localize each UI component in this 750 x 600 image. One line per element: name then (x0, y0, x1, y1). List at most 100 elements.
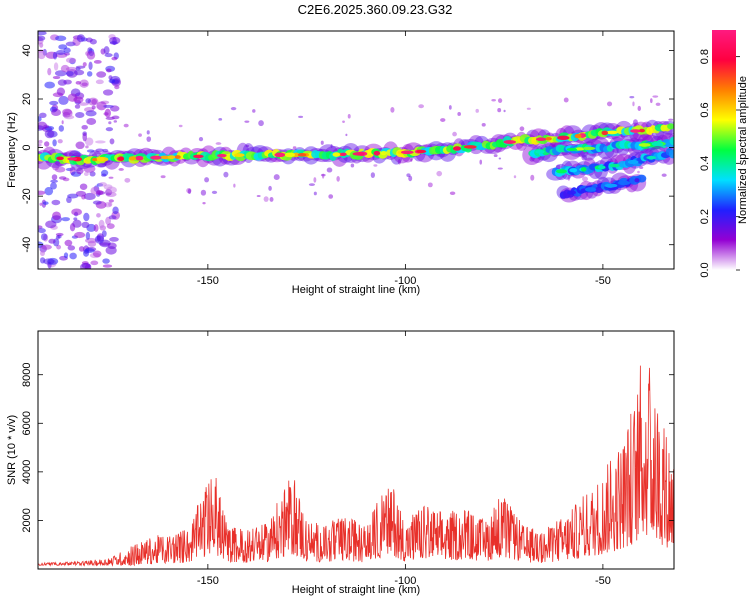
spectrogram-noise-cell (410, 158, 413, 162)
x-tick-label: -50 (595, 575, 611, 587)
spectrogram-noise-cell (81, 124, 88, 130)
spectrogram-noise-cell (633, 119, 638, 126)
spectrogram-noise-cell (58, 125, 64, 132)
spectrogram-peak-cell (630, 129, 641, 133)
spectrogram-noise-cell (84, 263, 91, 269)
spectrogram-noise-cell (273, 174, 280, 181)
spectrogram-noise-cell (112, 206, 119, 215)
spectrogram-noise-cell (93, 224, 99, 232)
spectrogram-noise-cell (52, 75, 61, 80)
spectrogram-noise-cell (51, 199, 61, 206)
spectrogram-noise-cell (38, 143, 42, 147)
spectrogram-peak-cell (627, 159, 639, 165)
spectrogram-noise-cell (436, 170, 443, 177)
spectrogram-noise-cell (313, 191, 317, 196)
spectrogram-noise-cell (96, 213, 101, 218)
spectrogram-noise-cell (108, 121, 112, 125)
spectrogram-peak-cell (150, 155, 162, 160)
spectrogram-noise-cell (330, 144, 333, 148)
spectrogram-peak-cell (416, 149, 427, 154)
spectrogram-noise-cell (96, 190, 104, 196)
spectrogram-peak-cell (581, 167, 587, 172)
spectrogram-peak-cell (96, 157, 105, 162)
snr-x-ticks: -150 -100 -50 (197, 331, 611, 587)
spectrogram-peak-cell (648, 155, 654, 160)
spectrogram-noise-cell (61, 217, 70, 222)
spectrogram-noise-cell (43, 124, 50, 129)
spectrogram-noise-cell (427, 182, 433, 188)
spectrogram-noise-cell (44, 141, 50, 147)
spectrogram-peak-cell (609, 163, 620, 168)
spectrogram-noise-cell (96, 71, 107, 78)
spectrogram-noise-cell (256, 195, 261, 198)
spectrogram-noise-cell (233, 183, 236, 188)
spectrogram-peak-cell (167, 155, 176, 160)
spectrogram-noise-cell (258, 120, 264, 127)
spectrogram-noise-cell (38, 50, 46, 60)
spectrogram-noise-cell (57, 139, 63, 144)
spectrogram-noise-cell (56, 87, 66, 96)
x-tick-label: -100 (394, 275, 416, 287)
spectrogram-noise-cell (215, 142, 222, 145)
spectrogram-noise-cell (83, 171, 89, 177)
spectrogram-noise-cell (101, 173, 107, 177)
y-tick-label: 0 (21, 145, 33, 151)
spectrogram-noise-cell (83, 249, 90, 257)
spectrogram-noise-cell (104, 108, 111, 118)
spectrogram-noise-cell (498, 157, 502, 160)
spectrogram-noise-cell (652, 95, 659, 98)
spectrogram-noise-cell (178, 124, 183, 128)
spectrogram-peak-cell (605, 130, 618, 135)
spectrogram-peak-cell (545, 137, 552, 141)
spectrogram-noise-cell (146, 130, 150, 135)
colorbar-tick-label: 0.2 (699, 209, 711, 224)
spectrogram-noise-cell (668, 118, 674, 121)
spectrogram-noise-cell (408, 175, 413, 182)
spectrogram-noise-cell (106, 223, 115, 230)
spectrogram-peak-cell (463, 145, 477, 149)
spectrogram-y-label: Frequency (Hz) (6, 112, 18, 188)
spectrogram-noise-cell (96, 235, 101, 242)
colorbar-gradient (712, 30, 736, 270)
y-tick-label: 6000 (21, 411, 33, 435)
spectrogram-noise-cell (83, 165, 96, 173)
spectrogram-noise-cell (106, 186, 117, 194)
spectrogram-noise-cell (269, 197, 274, 202)
spectrogram-noise-cell (52, 211, 61, 221)
spectrogram-noise-cell (40, 233, 48, 241)
spectrogram-noise-cell (244, 120, 250, 123)
spectrogram-noise-cell (38, 228, 46, 234)
spectrogram-noise-cell (105, 116, 115, 121)
spectrogram-noise-cell (73, 96, 84, 104)
colorbar: 0.0 0.2 0.4 0.6 0.8 Normalized spectral ampl… (699, 30, 749, 278)
spectrogram-noise-cell (102, 104, 114, 108)
spectrogram-noise-cell (637, 170, 640, 174)
spectrogram-noise-cell (211, 190, 218, 195)
x-tick-label: -150 (197, 575, 219, 587)
spectrogram-peak-cell (159, 155, 171, 160)
spectrogram-noise-cell (108, 75, 113, 80)
spectrogram-noise-cell (79, 183, 88, 191)
spectrogram-noise-cell (245, 144, 250, 148)
spectrogram-peak-cell (216, 153, 227, 158)
colorbar-label: Normalized spectral amplitude (737, 76, 749, 224)
spectrogram-noise-cell (44, 81, 56, 89)
snr-series-line (38, 365, 674, 567)
spectrogram-noise-cell (82, 132, 88, 142)
spectrogram-noise-cell (448, 105, 452, 110)
spectrogram-noise-cell (93, 151, 102, 155)
spectrogram-noise-cell (51, 108, 62, 117)
spectrogram-peak-cell (56, 156, 64, 161)
spectrogram-noise-cell (497, 167, 503, 170)
spectrogram-noise-cell (111, 56, 118, 61)
spectrogram-noise-cell (418, 104, 424, 109)
spectrogram-noise-cell (124, 177, 131, 183)
spectrogram-noise-cell (65, 41, 76, 47)
spectrogram-noise-cell (52, 51, 58, 60)
spectrogram-noise-cell (582, 176, 588, 182)
spectrogram-peak-cell (284, 152, 295, 158)
spectrogram-peak-cell (604, 183, 618, 188)
y-tick-label: -40 (21, 237, 33, 253)
spectrogram-noise-cell (204, 177, 210, 183)
spectrogram-noise-cell (373, 164, 378, 167)
